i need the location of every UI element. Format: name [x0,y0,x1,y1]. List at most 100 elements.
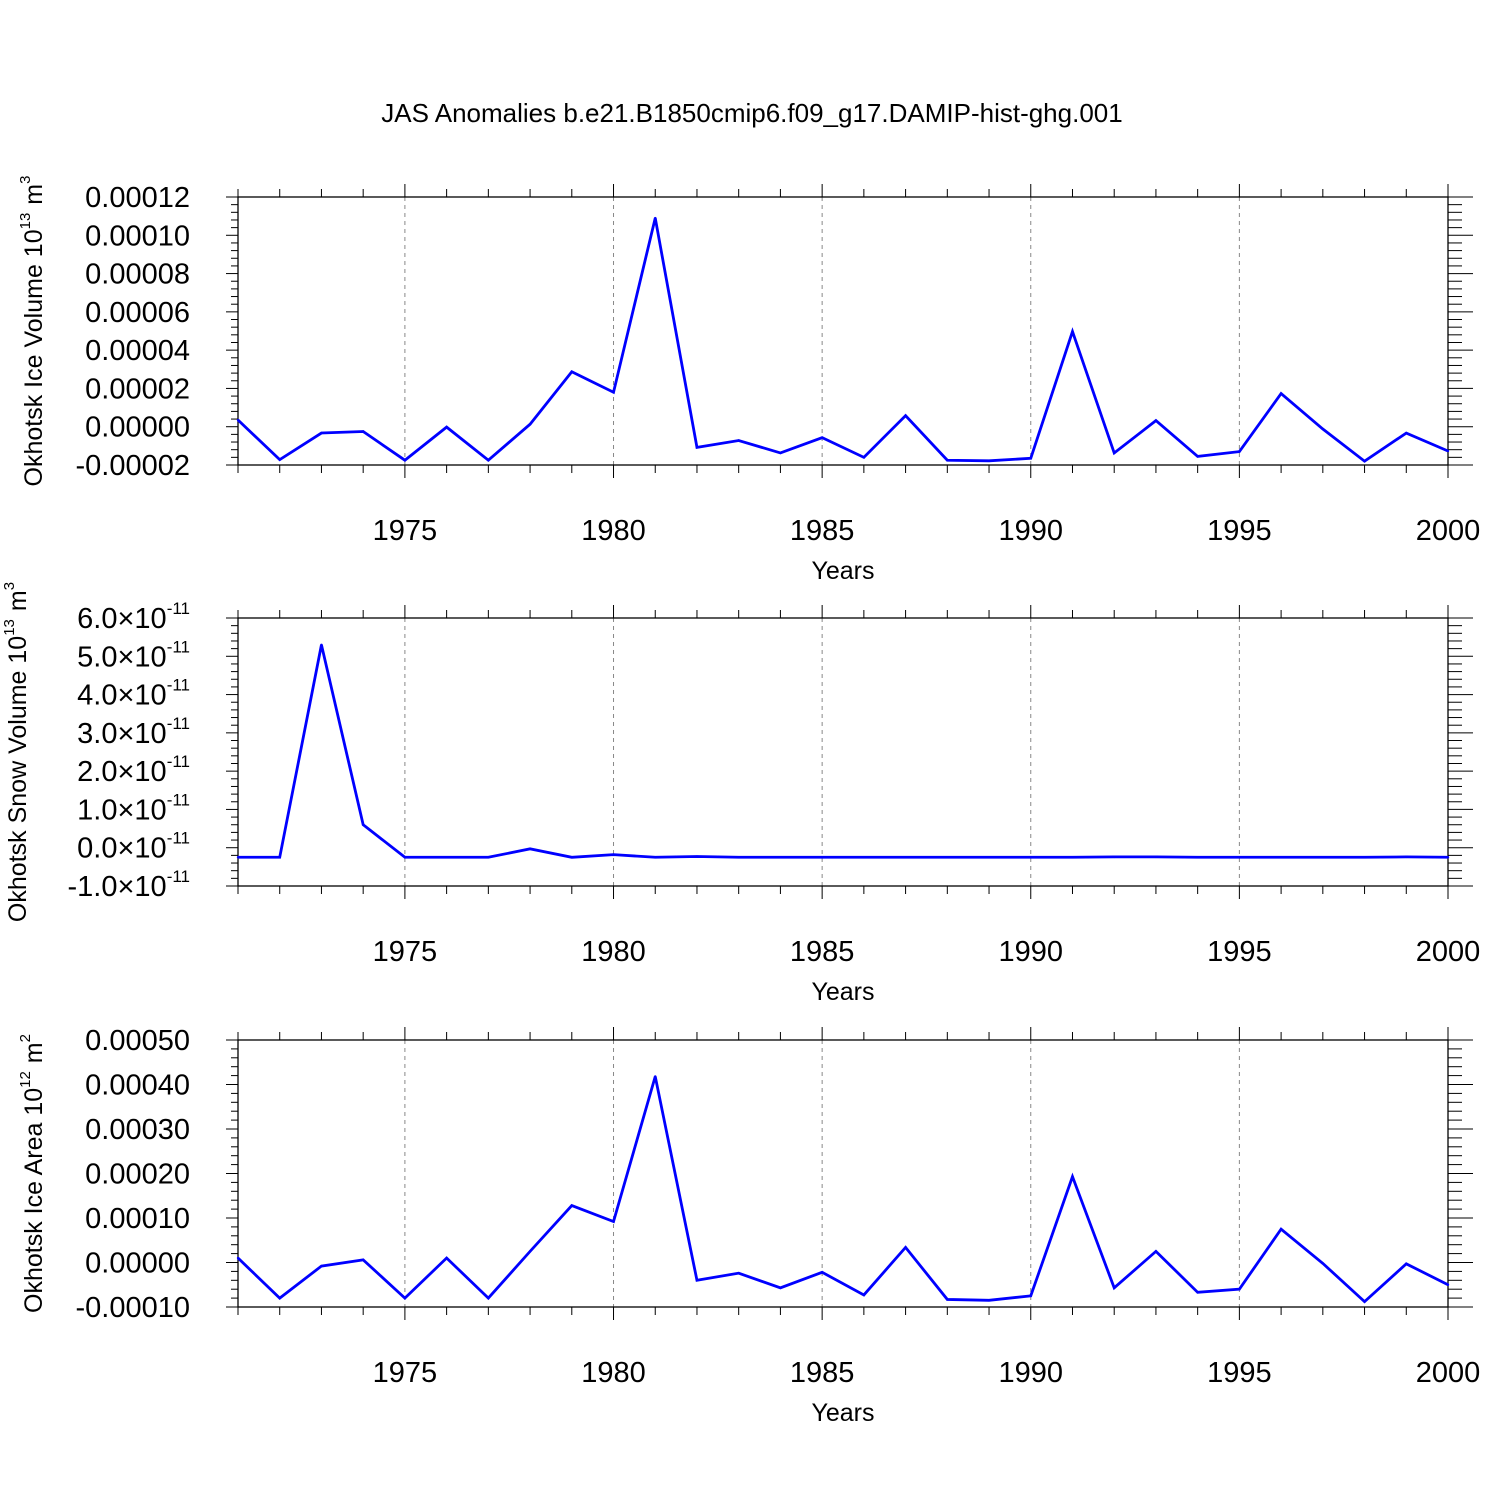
data-point [1029,1294,1032,1298]
data-point [862,856,866,859]
data-point [236,418,240,422]
y-tick-label: 0.00020 [85,1159,190,1191]
data-point [1196,1291,1199,1294]
data-point [445,425,448,429]
data-point [1279,856,1283,859]
y-tick-exponent: -11 [167,676,190,695]
y-tick-label: -1.0×10-11 [68,867,191,903]
y-tick-mantissa: 4.0 [77,680,117,712]
y-axis-title-unit: m [20,1042,48,1063]
y-tick-label: 0.00012 [85,182,190,214]
y-tick-exponent: -11 [167,599,190,618]
y-tick-mantissa: 3.0 [77,718,117,750]
data-point [779,856,782,859]
y-tick-times: ×10 [117,680,166,712]
data-point [1363,1300,1366,1303]
data-point [1238,1288,1241,1291]
x-tick-label: 1995 [1207,515,1272,547]
x-tick-label: 1985 [790,1357,855,1389]
x-tick-label: 2000 [1416,1357,1481,1389]
series-line [238,644,1449,859]
data-point [487,856,490,859]
data-point [1363,856,1366,859]
data-point [946,1298,949,1301]
x-tick-label: 1980 [581,515,646,547]
x-tick-label: 1990 [999,515,1064,547]
y-tick-mantissa: 6.0 [77,603,117,635]
y-tick-label: 0.00006 [85,297,190,329]
data-point [1154,419,1158,422]
data-point [528,1250,532,1253]
y-tick-label: 6.0×10-11 [77,599,190,635]
x-tick-label: 2000 [1416,936,1481,968]
data-point [904,414,907,417]
data-point [528,423,532,426]
data-point [820,436,824,439]
y-tick-label: 0.00010 [85,1203,190,1235]
y-tick-exponent: -11 [167,790,190,809]
data-point [403,856,407,859]
y-tick-label: 0.00002 [85,373,190,405]
data-point [236,856,240,859]
x-tick-label: 1980 [581,936,646,968]
data-point [612,391,615,394]
y-tick-times: ×10 [117,603,166,635]
y-tick-label: 0.00008 [85,259,190,291]
data-point [1321,856,1325,859]
data-point [361,1258,365,1262]
panel-ice-area: -0.00010 0.00000 0.00010 0.00020 0.00030 0.00… [17,1025,1480,1427]
data-point [445,1256,448,1260]
data-point [570,856,573,859]
plot-frame [237,196,1449,466]
data-point [1029,457,1032,460]
data-point [695,446,699,449]
data-point [1446,856,1450,859]
y-tick-exponent: -11 [167,714,190,733]
y-axis-title-unit: m [20,184,48,205]
x-axis-title: Years [811,978,874,1006]
y-tick-exponent: -11 [167,752,190,771]
x-tick-label: 2000 [1416,515,1481,547]
data-point [1029,856,1032,859]
data-point [528,847,532,851]
y-tick-label: 3.0×10-11 [77,714,190,750]
data-point [1071,1175,1074,1178]
y-tick-times: ×10 [117,718,166,750]
y-tick-exponent: -11 [167,829,190,848]
data-point [278,856,281,859]
data-point [445,856,448,859]
data-point [1196,856,1199,859]
data-point [403,1296,407,1300]
y-axis-title-exp: 13 [17,213,34,230]
panel-ice-volume: -0.00002 0.00000 0.00002 0.00004 0.00006 0.00… [17,176,1480,585]
x-tick-label: 1995 [1207,936,1272,968]
data-point [1154,1250,1158,1253]
data-point [904,1246,907,1249]
data-point [361,823,365,826]
y-tick-exponent: -11 [167,637,190,656]
data-point [987,856,991,859]
y-tick-mantissa: 2.0 [77,756,117,788]
y-tick-label: -0.00002 [76,450,191,482]
data-point [904,856,907,859]
data-point [779,451,782,455]
data-point [1446,1283,1450,1286]
data-point [236,1256,240,1260]
data-point [737,439,740,442]
data-point [820,856,824,859]
data-point [779,1286,782,1290]
data-point [612,853,615,856]
x-tick-label: 1975 [373,1357,438,1389]
data-point [695,1279,699,1282]
data-point [946,459,949,462]
data-point [278,1296,281,1300]
data-point [1071,330,1074,333]
data-point [1154,855,1158,859]
panel-snow-volume: -1.0×10-110.0×10-111.0×10-112.0×10-113.0… [1,582,1480,1006]
y-tick-exponent: -11 [167,867,190,886]
data-point [1405,855,1408,859]
y-tick-mantissa: 0.0 [77,833,117,865]
data-point [1238,856,1241,859]
data-point [403,459,407,462]
